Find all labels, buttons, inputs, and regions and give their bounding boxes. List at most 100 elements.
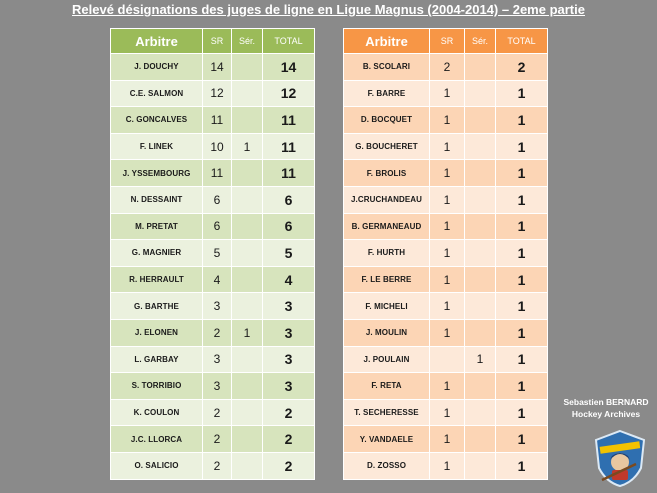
table-row: B. GERMANEAUD 1 1 [343, 212, 548, 241]
ser-count-cell [464, 79, 496, 108]
total-count-cell: 6 [262, 212, 315, 241]
referee-name-cell: F. HURTH [343, 239, 430, 267]
referee-name-cell: L. GARBAY [110, 345, 203, 374]
total-count-cell: 1 [495, 318, 548, 347]
table-row: C.E. SALMON 12 12 [110, 79, 315, 108]
total-count-cell: 2 [262, 425, 315, 453]
table-row: Y. VANDAELE 1 1 [343, 425, 548, 453]
sr-count-cell: 11 [202, 106, 232, 134]
sr-count-cell [429, 345, 465, 374]
sr-count-cell: 1 [429, 212, 465, 241]
ser-count-cell [464, 106, 496, 134]
referee-name-cell: F. LINEK [110, 132, 203, 161]
sr-count-cell: 1 [429, 451, 465, 480]
sr-count-cell: 1 [429, 239, 465, 267]
table-row: J. YSSEMBOURG 11 11 [110, 159, 315, 187]
referee-name-cell: F. BROLIS [343, 159, 430, 187]
referee-name-cell: J. MOULIN [343, 318, 430, 347]
ser-count-cell [464, 398, 496, 427]
referee-name-cell: J.C. LLORCA [110, 425, 203, 453]
table-row: R. HERRAULT 4 4 [110, 265, 315, 294]
table-row: S. TORRIBIO 3 3 [110, 372, 315, 400]
total-count-cell: 1 [495, 132, 548, 161]
total-count-cell: 14 [262, 53, 315, 81]
referee-name-cell: G. MAGNIER [110, 239, 203, 267]
table-row: F. MICHELI 1 1 [343, 292, 548, 320]
sr-count-cell: 5 [202, 239, 232, 267]
table-row: L. GARBAY 3 3 [110, 345, 315, 374]
ser-count-cell [231, 239, 263, 267]
ser-count-cell [231, 106, 263, 134]
table-row: T. SECHERESSE 1 1 [343, 398, 548, 427]
table-row: J. DOUCHY 14 14 [110, 53, 315, 81]
table-row: J. POULAIN 1 1 [343, 345, 548, 374]
ser-count-cell [231, 212, 263, 241]
table-row: F. LE BERRE 1 1 [343, 265, 548, 294]
referee-name-cell: J. DOUCHY [110, 53, 203, 81]
total-count-cell: 11 [262, 106, 315, 134]
table-row: M. PRETAT 6 6 [110, 212, 315, 241]
sr-count-cell: 1 [429, 185, 465, 214]
table-row: J.CRUCHANDEAU 1 1 [343, 185, 548, 214]
referee-name-cell: Y. VANDAELE [343, 425, 430, 453]
sr-count-cell: 11 [202, 159, 232, 187]
sr-count-cell: 1 [429, 372, 465, 400]
table-row: F. HURTH 1 1 [343, 239, 548, 267]
ser-count-cell [231, 53, 263, 81]
sr-count-cell: 2 [202, 425, 232, 453]
total-count-cell: 1 [495, 398, 548, 427]
ser-count-cell [231, 292, 263, 320]
total-count-cell: 11 [262, 159, 315, 187]
header-ser: Sér. [231, 28, 263, 54]
referee-name-cell: B. GERMANEAUD [343, 212, 430, 241]
credit-site: Hockey Archives [571, 409, 641, 419]
sr-count-cell: 3 [202, 292, 232, 320]
total-count-cell: 2 [262, 451, 315, 480]
total-count-cell: 1 [495, 451, 548, 480]
referee-name-cell: T. SECHERESSE [343, 398, 430, 427]
header-arbitre: Arbitre [343, 28, 430, 54]
total-count-cell: 1 [495, 372, 548, 400]
total-count-cell: 1 [495, 106, 548, 134]
ser-count-cell [231, 159, 263, 187]
total-count-cell: 1 [495, 79, 548, 108]
ser-count-cell [464, 239, 496, 267]
referee-name-cell: J. ELONEN [110, 318, 203, 347]
ser-count-cell [231, 79, 263, 108]
total-count-cell: 1 [495, 425, 548, 453]
table-row: G. MAGNIER 5 5 [110, 239, 315, 267]
table-row: G. BARTHE 3 3 [110, 292, 315, 320]
referee-name-cell: G. BARTHE [110, 292, 203, 320]
total-count-cell: 12 [262, 79, 315, 108]
left-header-row: Arbitre SR Sér. TOTAL [110, 28, 315, 54]
referee-name-cell: F. BARRE [343, 79, 430, 108]
ser-count-cell [464, 265, 496, 294]
ser-count-cell [464, 53, 496, 81]
page-title: Relevé désignations des juges de ligne e… [72, 2, 585, 17]
table-row: D. BOCQUET 1 1 [343, 106, 548, 134]
total-count-cell: 3 [262, 372, 315, 400]
header-ser: Sér. [464, 28, 496, 54]
referee-name-cell: D. BOCQUET [343, 106, 430, 134]
total-count-cell: 1 [495, 265, 548, 294]
header-sr: SR [202, 28, 232, 54]
referee-name-cell: J. POULAIN [343, 345, 430, 374]
ser-count-cell [231, 265, 263, 294]
referee-name-cell: J.CRUCHANDEAU [343, 185, 430, 214]
hockey-archives-logo-icon [594, 429, 646, 488]
table-row: J. ELONEN 2 1 3 [110, 318, 315, 347]
table-row: K. COULON 2 2 [110, 398, 315, 427]
sr-count-cell: 2 [202, 398, 232, 427]
total-count-cell: 1 [495, 345, 548, 374]
referee-name-cell: O. SALICIO [110, 451, 203, 480]
ser-count-cell [464, 292, 496, 320]
ser-count-cell [231, 372, 263, 400]
ser-count-cell [464, 185, 496, 214]
total-count-cell: 1 [495, 159, 548, 187]
author-credit: Sebastien BERNARD Hockey Archives [556, 396, 656, 420]
table-row: D. ZOSSO 1 1 [343, 451, 548, 480]
sr-count-cell: 1 [429, 265, 465, 294]
total-count-cell: 3 [262, 345, 315, 374]
ser-count-cell [231, 345, 263, 374]
total-count-cell: 2 [495, 53, 548, 81]
